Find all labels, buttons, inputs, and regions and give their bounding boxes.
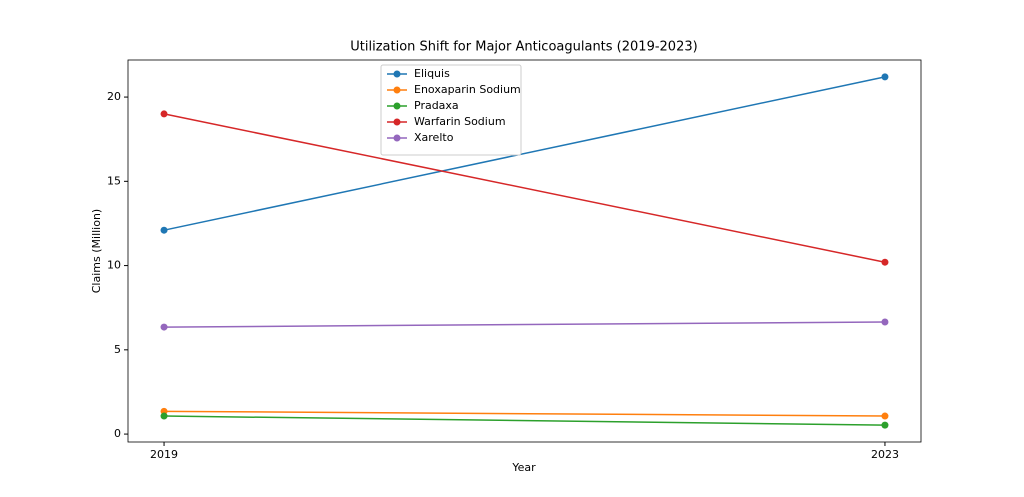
legend-marker xyxy=(393,134,401,142)
data-point xyxy=(881,258,889,266)
x-tick-label: 2019 xyxy=(150,448,178,461)
series-line xyxy=(164,410,885,417)
legend-marker xyxy=(393,86,401,94)
data-point xyxy=(160,412,168,420)
data-point xyxy=(160,226,168,234)
y-tick-label: 5 xyxy=(114,343,121,356)
y-axis-label: Claims (Million) xyxy=(90,209,103,293)
chart-title: Utilization Shift for Major Anticoagulan… xyxy=(350,40,697,55)
legend-label: Xarelto xyxy=(414,131,454,144)
series-line xyxy=(164,415,885,426)
legend-label: Pradaxa xyxy=(414,99,459,112)
series-line xyxy=(163,113,886,263)
y-tick-label: 15 xyxy=(107,174,121,187)
y-tick-label: 0 xyxy=(114,427,121,440)
legend-label: Eliquis xyxy=(414,67,450,80)
x-axis-label: Year xyxy=(511,461,536,474)
data-point xyxy=(881,421,889,429)
legend-box xyxy=(380,64,522,156)
data-point xyxy=(881,73,889,81)
legend-label: Warfarin Sodium xyxy=(414,115,506,128)
legend-marker xyxy=(393,102,401,110)
plot-frame xyxy=(127,59,922,443)
x-tick-label: 2023 xyxy=(871,448,899,461)
data-point xyxy=(160,323,168,331)
series-line xyxy=(163,76,886,231)
y-tick-label: 20 xyxy=(107,90,121,103)
series-line xyxy=(164,321,885,328)
legend-label: Enoxaparin Sodium xyxy=(414,83,521,96)
data-point xyxy=(881,318,889,326)
legend-marker xyxy=(393,118,401,126)
data-point xyxy=(881,412,889,420)
data-point xyxy=(160,110,168,118)
y-tick-label: 10 xyxy=(107,259,121,272)
legend-marker xyxy=(393,70,401,78)
